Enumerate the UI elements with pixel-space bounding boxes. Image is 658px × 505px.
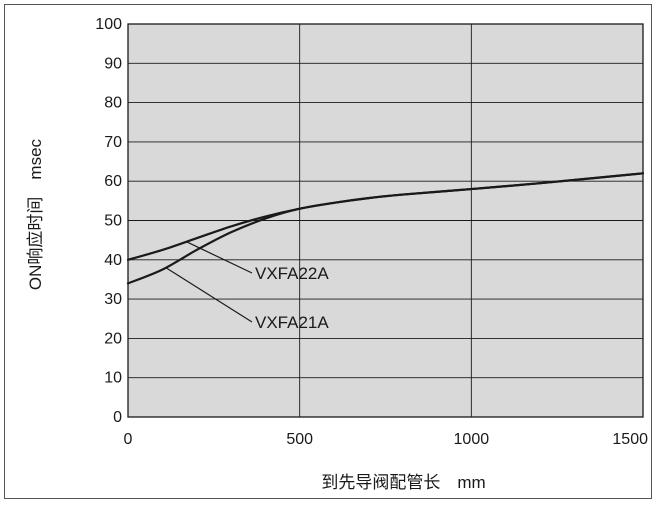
- response-time-chart: 0 10 20 30 40 50 60 70 80 90 100 0 500 1000 1500 VXFA…: [26, 16, 649, 492]
- plot-border: [127, 23, 644, 418]
- x-tick-label: 1000: [454, 431, 490, 448]
- y-tick-label: 50: [104, 213, 122, 230]
- y-tick-label: 90: [104, 55, 122, 72]
- annotation-leader-line: [165, 267, 253, 323]
- y-tick-label: 30: [104, 291, 122, 308]
- y-tick-label: 100: [95, 16, 122, 33]
- x-axis-title: 到先导阀配管长 mm: [321, 473, 485, 492]
- annotation-leader-line: [186, 241, 253, 274]
- y-tick-label: 80: [104, 95, 122, 112]
- y-tick-label: 0: [113, 409, 122, 426]
- series-annotation-label: VXFA22A: [255, 264, 329, 283]
- y-tick-label: 40: [104, 252, 122, 269]
- y-tick-labels: 0 10 20 30 40 50 60 70 80 90 100: [95, 16, 122, 426]
- y-tick-label: 70: [104, 134, 122, 151]
- y-axis-title: ON响应时间 msec: [26, 138, 45, 290]
- x-tick-labels: 0 500 1000 1500: [124, 431, 649, 448]
- x-tick-label: 1500: [612, 431, 648, 448]
- y-tick-label: 60: [104, 173, 122, 190]
- series-line-vxfa21a: [126, 172, 645, 285]
- series-annotation-label: VXFA21A: [255, 313, 329, 332]
- series-lines: [126, 172, 645, 285]
- figure-frame: 0 10 20 30 40 50 60 70 80 90 100 0 500 1000 1500 VXFA…: [4, 4, 652, 499]
- x-tick-label: 0: [124, 431, 133, 448]
- y-tick-label: 20: [104, 330, 122, 347]
- series-annotations: VXFA22A VXFA21A: [165, 241, 329, 332]
- y-tick-label: 10: [104, 370, 122, 387]
- x-tick-label: 500: [286, 431, 313, 448]
